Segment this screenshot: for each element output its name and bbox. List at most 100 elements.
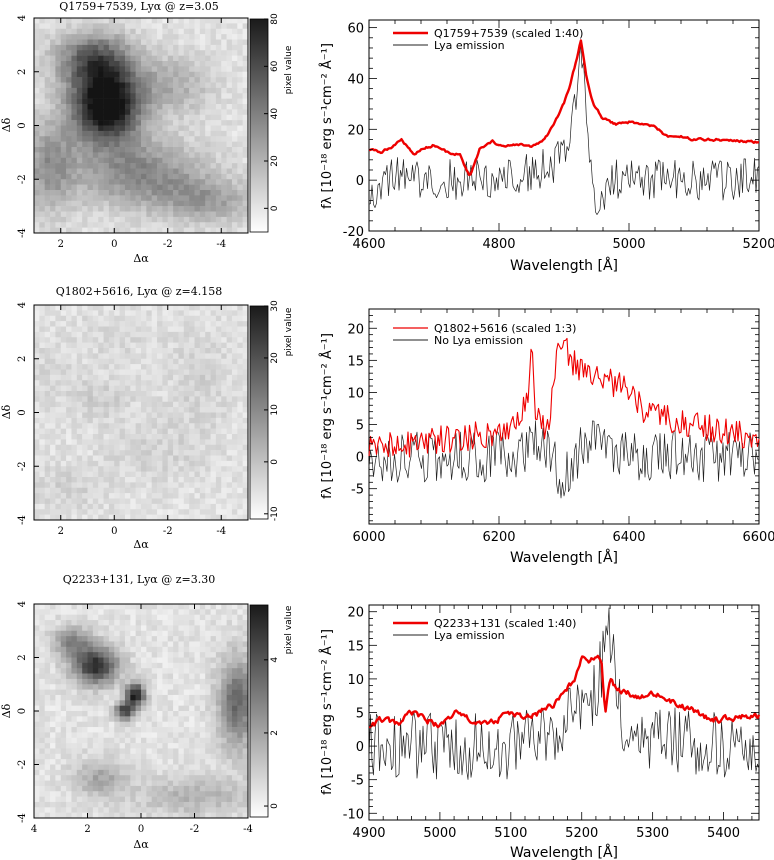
map-pixel [167, 769, 174, 776]
map-pixel [189, 87, 195, 94]
map-pixel [60, 141, 67, 148]
map-pixel [60, 195, 67, 202]
map-pixel [167, 305, 174, 311]
map-pixel [130, 337, 136, 343]
map-pixel [242, 721, 249, 728]
map-pixel [119, 732, 126, 739]
map-pixel [183, 321, 190, 327]
map-pixel [34, 114, 40, 121]
map-pixel [157, 18, 163, 24]
map-pixel [82, 493, 88, 499]
map-pixel [44, 636, 51, 642]
map-pixel [237, 636, 243, 642]
map-pixel [114, 136, 120, 142]
map-pixel [34, 609, 40, 615]
map-pixel [39, 305, 45, 311]
map-pixel [50, 321, 56, 327]
map-pixel [60, 764, 67, 771]
map-pixel [242, 716, 249, 722]
map-pixel [92, 222, 99, 228]
map-pixel [215, 310, 222, 317]
map-pixel [66, 694, 72, 701]
spectrum-y-tick-label: 0 [356, 451, 364, 466]
map-pixel [237, 625, 243, 632]
map-pixel [194, 609, 201, 615]
map-pixel [151, 55, 158, 62]
map-pixel [34, 668, 40, 674]
map-pixel [199, 471, 206, 478]
map-pixel [119, 55, 126, 62]
map-pixel [44, 391, 51, 397]
map-pixel [162, 428, 169, 435]
map-pixel [103, 678, 110, 685]
map-pixel [226, 216, 233, 223]
map-pixel [231, 482, 238, 489]
map-pixel [210, 487, 217, 494]
map-pixel [76, 732, 83, 739]
map-pixel [50, 104, 56, 110]
map-pixel [71, 374, 78, 381]
map-pixel [178, 620, 185, 626]
map-pixel [151, 168, 158, 175]
map-pixel [130, 604, 136, 610]
map-pixel [221, 93, 227, 99]
map-pixel [119, 163, 126, 169]
map-pixel [178, 28, 185, 35]
map-pixel [50, 503, 56, 510]
map-pixel [183, 498, 190, 505]
map-pixel [231, 18, 238, 24]
map-pixel [114, 211, 120, 218]
map-pixel [151, 227, 158, 234]
map-pixel [114, 206, 120, 212]
map-pixel [162, 407, 169, 413]
map-pixel [141, 509, 147, 515]
map-pixel [221, 44, 227, 51]
map-pixel [157, 348, 163, 354]
map-pixel [87, 114, 94, 121]
map-pixel [162, 737, 169, 744]
map-pixel [124, 374, 131, 381]
map-pixel [92, 353, 99, 360]
map-pixel [55, 136, 62, 142]
map-pixel [141, 77, 147, 83]
map-pixel [221, 337, 227, 343]
map-pixel [173, 55, 179, 62]
map-pixel [205, 227, 211, 234]
map-pixel [87, 641, 94, 648]
map-pixel [146, 487, 152, 494]
map-pixel [242, 66, 249, 73]
map-pixel [183, 342, 190, 349]
map-pixel [103, 748, 110, 755]
map-pixel [66, 689, 72, 696]
map-pixel [114, 173, 120, 180]
map-pixel [98, 364, 104, 370]
map-pixel [114, 358, 120, 365]
map-pixel [199, 737, 206, 744]
map-pixel [189, 678, 195, 685]
map-pixel [98, 657, 104, 664]
map-pixel [231, 716, 238, 722]
map-pixel [82, 509, 88, 515]
map-pixel [226, 396, 233, 403]
map-pixel [189, 401, 195, 408]
map-pixel [130, 216, 136, 223]
map-pixel [162, 157, 169, 164]
map-pixel [103, 694, 110, 701]
map-pixel [215, 673, 222, 680]
map-pixel [55, 315, 62, 322]
map-pixel [66, 780, 72, 787]
map-pixel [39, 493, 45, 499]
map-pixel [55, 141, 62, 148]
map-pixel [221, 227, 227, 234]
map-pixel [66, 114, 72, 121]
map-pixel [215, 227, 222, 234]
map-pixel [162, 460, 169, 467]
map-pixel [194, 620, 201, 626]
map-pixel [103, 620, 110, 626]
map-pixel [194, 326, 201, 333]
map-pixel [178, 23, 185, 30]
map-pixel [151, 61, 158, 67]
map-pixel [221, 636, 227, 642]
map-pixel [221, 125, 227, 132]
